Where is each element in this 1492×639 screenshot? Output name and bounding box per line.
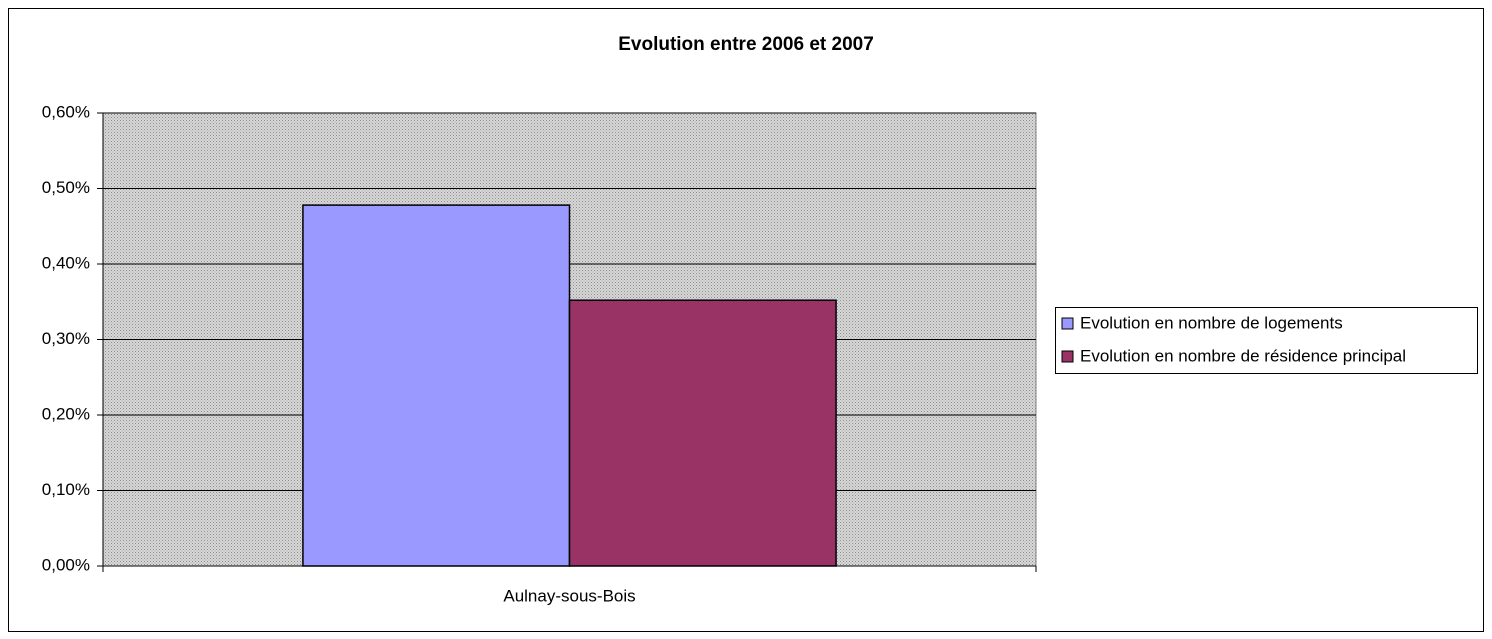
y-tick-label: 0,60% [42,102,90,121]
y-tick-label: 0,00% [42,555,90,574]
legend [1055,307,1478,374]
legend-label: Evolution en nombre de logements [1080,313,1343,332]
y-tick-label: 0,30% [42,329,90,348]
bar [568,299,837,567]
bar [302,204,571,567]
chart-title: Evolution entre 2006 et 2007 [618,34,874,55]
y-tick-label: 0,50% [42,178,90,197]
x-tick-label: Aulnay-sous-Bois [503,586,635,605]
legend-swatch [1061,350,1074,363]
y-tick-label: 0,20% [42,404,90,423]
y-tick-label: 0,40% [42,253,90,272]
legend-label: Evolution en nombre de résidence princip… [1080,346,1406,365]
y-tick-label: 0,10% [42,480,90,499]
legend-swatch [1061,317,1074,330]
